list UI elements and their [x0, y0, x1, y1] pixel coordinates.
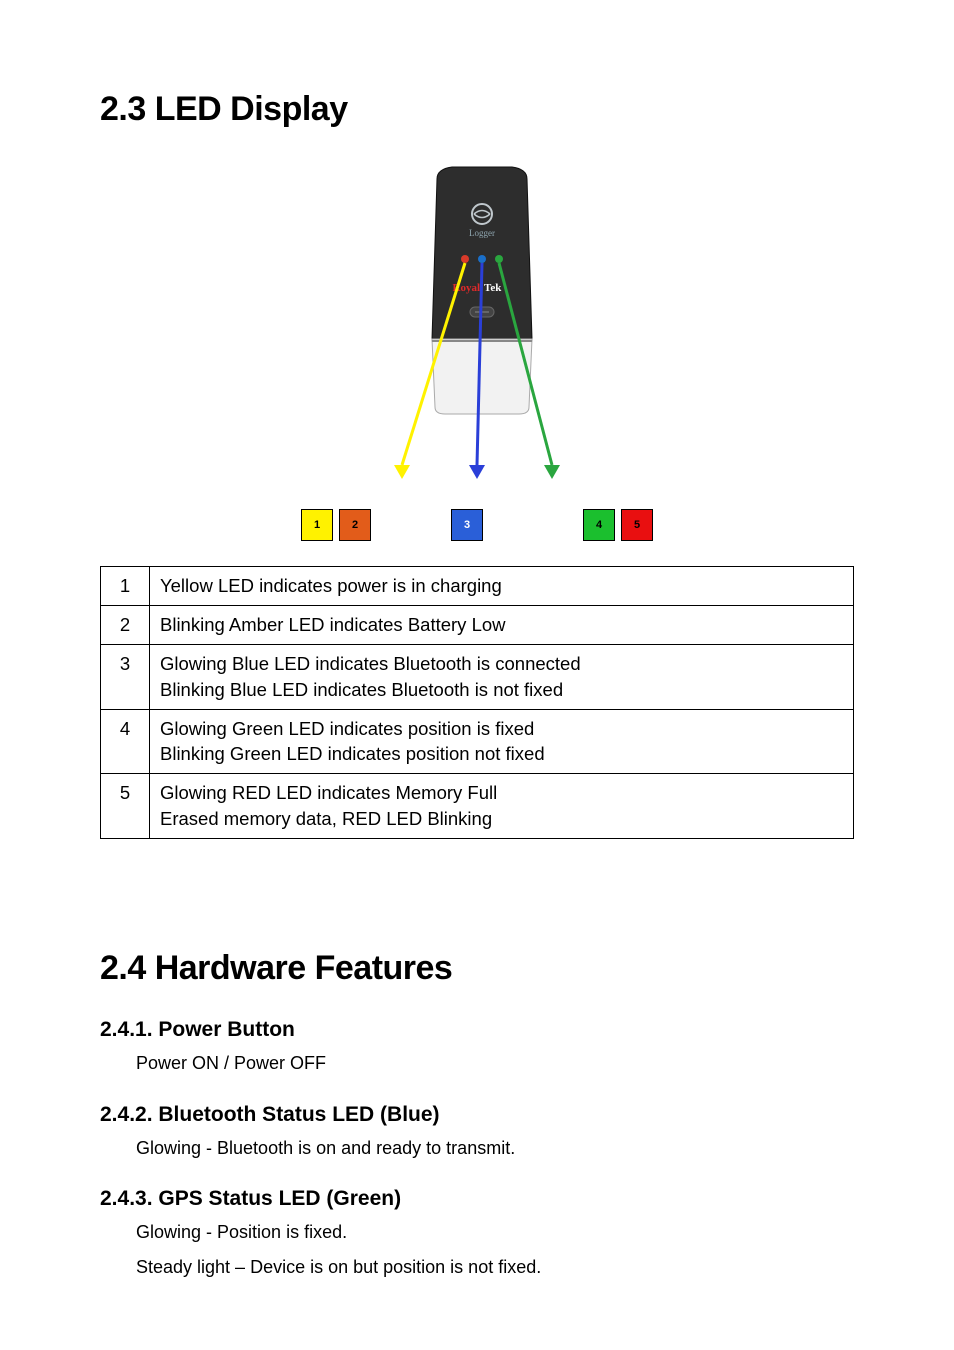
table-row-text: Glowing Blue LED indicates Bluetooth is … [150, 644, 854, 709]
table-row-text: Blinking Amber LED indicates Battery Low [150, 605, 854, 644]
legend-swatch: 4 [583, 509, 615, 541]
hardware-subsections: 2.4.1. Power Button Power ON / Power OFF 2… [100, 1018, 854, 1282]
subsection-line: Glowing - Bluetooth is on and ready to t… [136, 1133, 854, 1164]
legend-swatch: 2 [339, 509, 371, 541]
table-row: 4Glowing Green LED indicates position is… [101, 709, 854, 774]
subsection-line: Glowing - Position is fixed. [136, 1217, 854, 1248]
legend-swatches: 12 3 45 [100, 509, 854, 541]
subsection-heading: 2.4.2. Bluetooth Status LED (Blue) [100, 1103, 854, 1127]
legend-swatch: 3 [451, 509, 483, 541]
legend-swatch: 5 [621, 509, 653, 541]
table-row-number: 5 [101, 774, 150, 839]
subsection-heading: 2.4.3. GPS Status LED (Green) [100, 1187, 854, 1211]
subsection-heading: 2.4.1. Power Button [100, 1018, 854, 1042]
table-row-number: 1 [101, 567, 150, 606]
led-description-table: 1Yellow LED indicates power is in chargi… [100, 566, 854, 839]
table-row-text: Yellow LED indicates power is in chargin… [150, 567, 854, 606]
device-figure: Logger Royal Tek [100, 159, 854, 489]
section-heading-hardware: 2.4 Hardware Features [100, 949, 854, 988]
section-heading-led: 2.3 LED Display [100, 90, 854, 129]
legend-swatch: 1 [301, 509, 333, 541]
table-row: 3Glowing Blue LED indicates Bluetooth is… [101, 644, 854, 709]
table-row-text: Glowing RED LED indicates Memory FullEra… [150, 774, 854, 839]
table-row: 5Glowing RED LED indicates Memory FullEr… [101, 774, 854, 839]
table-row: 2Blinking Amber LED indicates Battery Lo… [101, 605, 854, 644]
table-row-number: 3 [101, 644, 150, 709]
svg-text:Tek: Tek [484, 282, 502, 294]
table-row-number: 2 [101, 605, 150, 644]
table-row: 1Yellow LED indicates power is in chargi… [101, 567, 854, 606]
table-row-number: 4 [101, 709, 150, 774]
subsection-line: Steady light – Device is on but position… [136, 1252, 854, 1283]
table-row-text: Glowing Green LED indicates position is … [150, 709, 854, 774]
svg-text:Logger: Logger [469, 228, 495, 238]
subsection-line: Power ON / Power OFF [136, 1048, 854, 1079]
device-illustration: Logger Royal Tek [307, 159, 647, 489]
